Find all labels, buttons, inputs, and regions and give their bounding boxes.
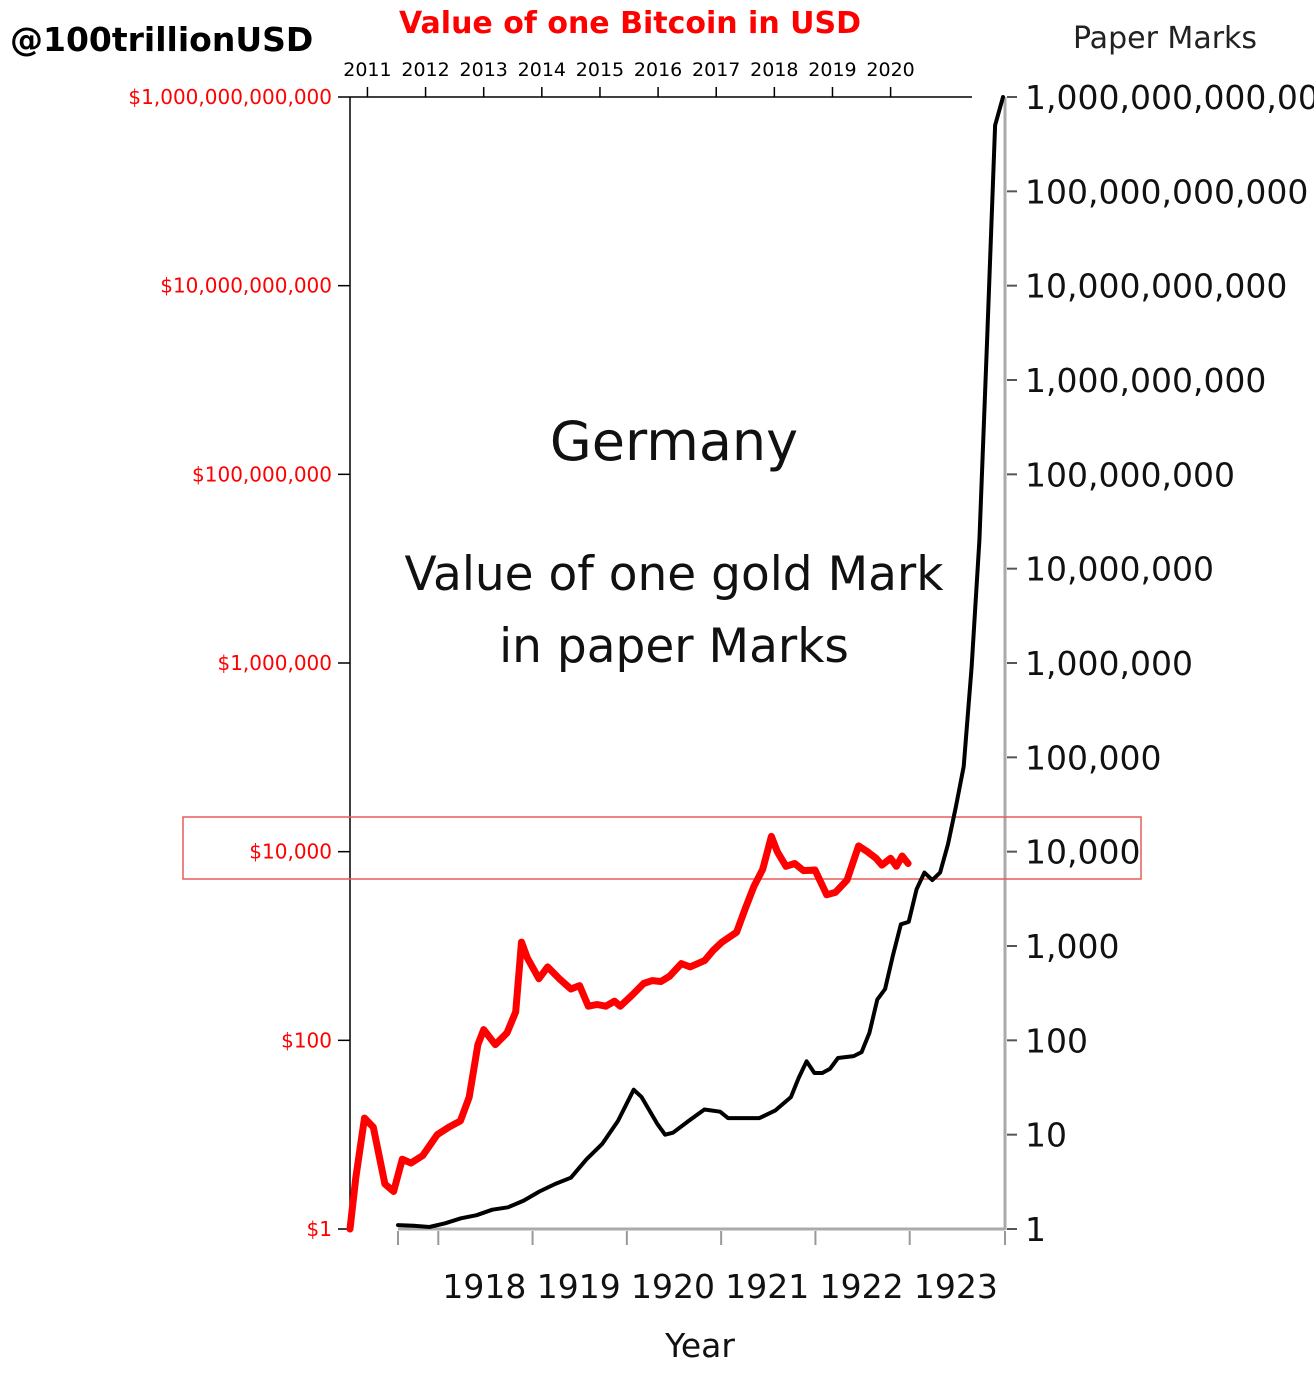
bottom-tick-label: 1921: [725, 1267, 809, 1306]
series-layer: [346, 95, 1005, 1233]
left-tick-label: $10,000,000,000: [160, 274, 332, 298]
top-tick-label: 2017: [692, 59, 740, 81]
left-axis: $1 $100 $10,000 $1,000,000 $100,000,000 $10,0…: [128, 85, 351, 1241]
right-tick-label: 100,000: [1025, 738, 1161, 777]
right-axis-title: Paper Marks: [1073, 21, 1257, 56]
bottom-tick-label: 1922: [820, 1267, 904, 1306]
top-tick-label: 2015: [576, 59, 624, 81]
bottom-tick-label: 1920: [631, 1267, 715, 1306]
top-tick-label: 2018: [750, 59, 798, 81]
chart-annotation: Germany Value of one gold Mark in paper …: [405, 410, 945, 674]
bottom-tick-label: 1919: [537, 1267, 621, 1306]
top-tick-label: 2020: [866, 59, 914, 81]
left-tick-label: $1,000,000,000,000: [128, 85, 332, 109]
highlight-box: [182, 816, 1142, 880]
left-tick-label: $10,000: [249, 840, 332, 864]
left-tick-label: $100: [281, 1028, 332, 1052]
country-label: Germany: [550, 410, 798, 473]
left-tick-label: $1: [307, 1217, 332, 1241]
top-tick-label: 2013: [460, 59, 508, 81]
top-tick-label: 2019: [808, 59, 856, 81]
annotation-line-2: in paper Marks: [499, 619, 849, 674]
bottom-axis: 1918 1919 1920 1921 1922 1923 Year: [397, 1227, 1006, 1365]
top-axis: 2011 2012 2013 2014 2015 2016 2017 2018 2019 2020: [343, 59, 972, 98]
handle-label: @100trillionUSD: [10, 20, 313, 59]
bottom-axis-ticks: 1918 1919 1920 1921 1922 1923: [397, 1231, 1006, 1306]
top-tick-label: 2014: [518, 59, 566, 81]
annotation-line-1: Value of one gold Mark: [405, 547, 945, 602]
right-tick-label: 10,000: [1025, 833, 1140, 872]
bottom-tick-label: 1918: [442, 1267, 526, 1306]
right-tick-label: 1,000,000,000: [1025, 361, 1266, 400]
x-axis-label: Year: [664, 1326, 735, 1365]
right-tick-label: 1,000: [1025, 927, 1119, 966]
right-tick-label: 100: [1025, 1021, 1088, 1060]
right-axis-ticks: 1 10 100 1,000 10,000 100,000 1,000,000 10,000,…: [1007, 78, 1314, 1249]
bottom-tick-label: 1923: [914, 1267, 998, 1306]
top-tick-label: 2012: [401, 59, 449, 81]
right-tick-label: 10: [1025, 1116, 1067, 1155]
right-tick-label: 10,000,000,000: [1025, 267, 1287, 306]
top-tick-label: 2011: [343, 59, 391, 81]
left-tick-label: $100,000,000: [192, 462, 332, 486]
gold-mark-line: [396, 95, 1005, 1229]
top-tick-label: 2016: [634, 59, 682, 81]
top-axis-ticks: 2011 2012 2013 2014 2015 2016 2017 2018 2019 2020: [343, 59, 915, 97]
right-tick-label: 100,000,000,000: [1025, 172, 1308, 211]
right-tick-label: 1: [1025, 1210, 1046, 1249]
bitcoin-chart-title: Value of one Bitcoin in USD: [399, 6, 861, 41]
right-tick-label: 100,000,000: [1025, 455, 1235, 494]
left-axis-ticks: $1 $100 $10,000 $1,000,000 $100,000,000 $10,0…: [128, 85, 350, 1241]
left-tick-label: $1,000,000: [217, 651, 332, 675]
right-tick-label: 10,000,000: [1025, 550, 1214, 589]
bitcoin-line: [346, 832, 912, 1233]
right-axis: 1 10 100 1,000 10,000 100,000 1,000,000 10,000,…: [1003, 78, 1314, 1249]
right-tick-label: 1,000,000,000,000: [1025, 78, 1314, 117]
right-tick-label: 1,000,000: [1025, 644, 1193, 683]
